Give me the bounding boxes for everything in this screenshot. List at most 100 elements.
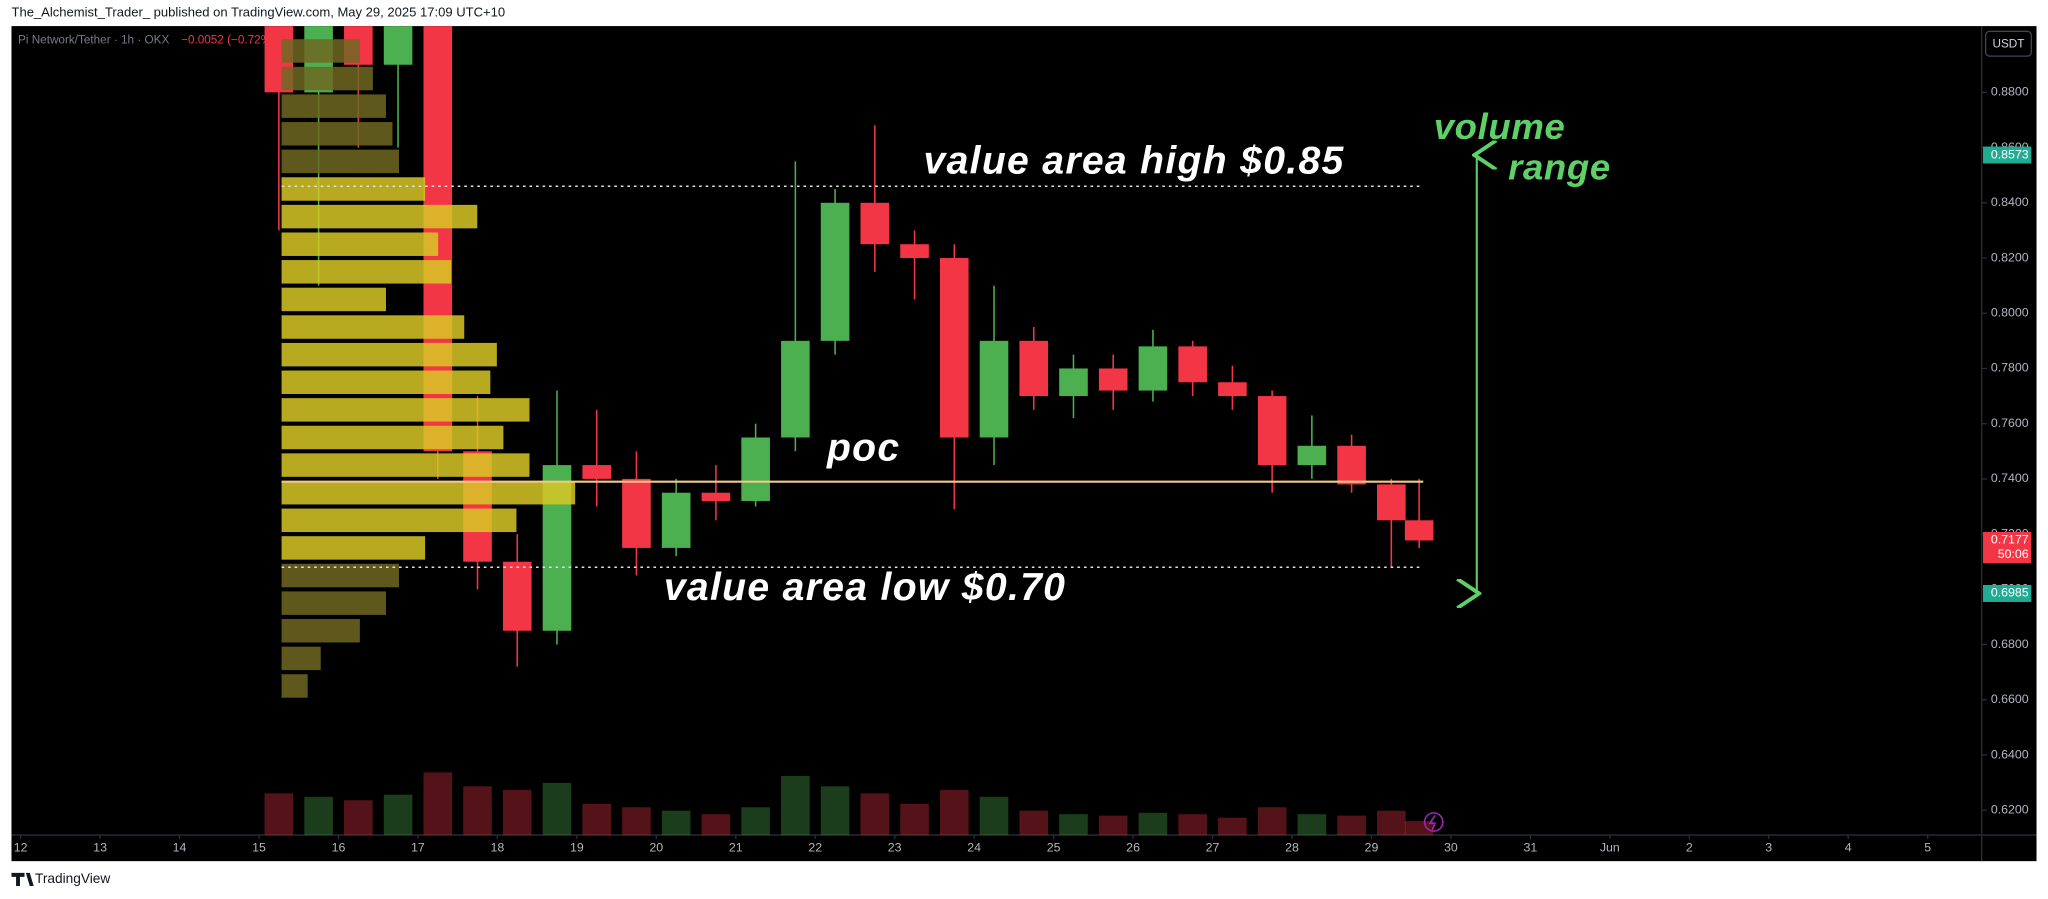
candle-body — [1098, 368, 1128, 391]
x-tick-label: 12 — [14, 840, 28, 854]
alert-icon-bolt — [1428, 815, 1437, 831]
x-tick-label: 26 — [1126, 840, 1140, 854]
y-tick-label: 0.8400 — [1991, 195, 2029, 209]
volume-bar — [1059, 814, 1088, 836]
plot-area — [264, 26, 1434, 836]
annotation: poc — [826, 426, 900, 469]
candle-body — [1337, 445, 1366, 485]
annotation: volume — [1434, 106, 1566, 147]
profile-row — [281, 66, 373, 91]
y-tick-label: 0.6400 — [1991, 747, 2029, 761]
price-tag-label: 0.6985 — [1991, 586, 2029, 600]
x-tick-label: 31 — [1523, 840, 1537, 854]
candle-body — [582, 465, 612, 479]
volume-bar — [661, 810, 691, 836]
y-tick-label: 0.8000 — [1991, 306, 2029, 320]
logo — [11, 872, 34, 886]
volume-bar — [979, 796, 1009, 836]
candle-body — [661, 492, 691, 548]
profile-row — [281, 94, 386, 118]
countdown: 50:06 — [1998, 547, 2029, 561]
volume-bar — [582, 803, 612, 836]
volume-bar — [423, 772, 453, 836]
x-tick-label: 2 — [1686, 840, 1693, 854]
volume-bar — [304, 796, 333, 836]
candle-body — [1297, 445, 1327, 466]
x-tick-label: 28 — [1285, 840, 1299, 854]
profile-row — [281, 232, 439, 256]
candle-body — [1059, 368, 1088, 397]
x-tick-label: 21 — [729, 840, 743, 854]
y-tick-label: 0.6800 — [1991, 637, 2029, 651]
candle-body — [741, 437, 770, 501]
candle-body — [900, 244, 929, 259]
y-tick-label: 0.8200 — [1991, 250, 2029, 264]
candle-body — [1178, 346, 1207, 383]
price-tag-label: 0.8573 — [1991, 147, 2029, 161]
volume-bar — [820, 786, 850, 836]
candle-body — [979, 340, 1009, 438]
profile-row — [281, 342, 497, 367]
price-change: −0.0052 (−0.72%) — [181, 34, 275, 47]
profile-row — [281, 315, 465, 339]
volume-bar — [1178, 814, 1207, 836]
x-tick-label: 13 — [93, 840, 107, 854]
alert-icon[interactable] — [1423, 812, 1444, 832]
candle-body — [781, 340, 810, 438]
y-tick-label: 0.7400 — [1991, 471, 2029, 485]
profile-row — [281, 508, 517, 533]
volume-bar — [741, 807, 770, 836]
candle-body — [820, 202, 850, 341]
x-tick-label: 14 — [173, 840, 187, 854]
annotation: value area low $0.70 — [664, 566, 1066, 609]
candle-body — [939, 258, 969, 438]
profile-row — [281, 591, 386, 615]
profile-row — [281, 122, 393, 146]
candle-body — [1138, 346, 1168, 391]
currency-button[interactable] — [1984, 30, 2032, 57]
profile-row — [281, 619, 360, 643]
candle-body — [1377, 484, 1406, 521]
volume-bar — [1138, 812, 1168, 836]
volume-bar — [860, 793, 890, 836]
price-tag-label: 0.7177 — [1991, 533, 2029, 547]
x-tick-label: 5 — [1924, 840, 1931, 854]
x-tick-label: 23 — [888, 840, 902, 854]
candle-body — [860, 202, 890, 245]
profile-row — [281, 453, 530, 477]
x-tick-label: 3 — [1765, 840, 1772, 854]
y-tick-label: 0.6200 — [1991, 802, 2029, 816]
currency-label[interactable]: USDT — [1992, 37, 2024, 50]
x-tick-label: 27 — [1206, 840, 1220, 854]
volume-bar — [1257, 807, 1287, 836]
profile-row — [281, 425, 504, 450]
volume-bar — [1297, 814, 1327, 836]
footer-brand: TradingView — [35, 871, 110, 886]
price-tag — [1983, 146, 2032, 164]
x-tick-label: 16 — [332, 840, 346, 854]
profile-row — [281, 260, 452, 284]
profile-row — [281, 563, 400, 588]
volume-bar — [502, 789, 532, 836]
profile-row — [281, 39, 360, 63]
x-tick-label: Jun — [1600, 840, 1620, 854]
candle-body — [1257, 396, 1287, 466]
volume-bar — [1377, 810, 1406, 836]
price-tag — [1983, 584, 2032, 602]
publisher-line: The_Alchemist_Trader_ published on Tradi… — [11, 4, 505, 19]
x-tick-label: 25 — [1047, 840, 1061, 854]
x-tick-label: 4 — [1845, 840, 1852, 854]
x-tick-label: 20 — [649, 840, 663, 854]
annotation: value area high $0.85 — [924, 139, 1345, 182]
x-tick-label: 18 — [491, 840, 505, 854]
candle-body — [622, 478, 651, 548]
x-tick-label: 30 — [1444, 840, 1458, 854]
volume-bar — [344, 800, 373, 836]
x-tick-label: 24 — [967, 840, 981, 854]
volume-bar — [264, 793, 294, 836]
price-tag — [1983, 531, 2032, 564]
x-tick-label: 19 — [570, 840, 584, 854]
volume-bar — [463, 786, 492, 836]
volume-bar — [781, 775, 810, 836]
